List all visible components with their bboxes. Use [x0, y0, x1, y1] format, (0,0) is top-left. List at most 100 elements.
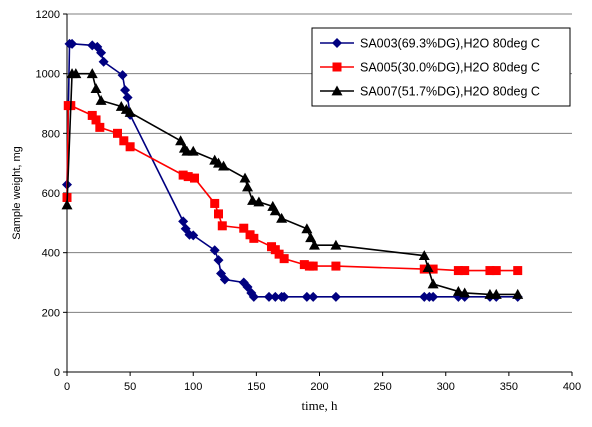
x-axis-label: time, h	[301, 398, 338, 413]
series-1-point-7	[117, 70, 128, 81]
series-2-point-30	[485, 266, 495, 276]
series-3-point-19	[253, 196, 265, 207]
y-tick-label-600: 600	[42, 188, 60, 200]
series-1-point-14	[188, 230, 199, 241]
x-tick-label-400: 400	[563, 381, 581, 393]
series-3-point-25	[308, 239, 320, 250]
series-2-point-28	[453, 266, 463, 276]
series-3-point-18	[247, 194, 259, 205]
y-tick-label-1000: 1000	[36, 69, 60, 81]
y-tick-label-800: 800	[42, 128, 60, 140]
legend-label-3: SA007(51.7%DG),H2O 80deg C	[360, 85, 540, 99]
series-3-point-28	[422, 262, 434, 272]
series-2-point-4	[91, 115, 101, 125]
series-1-point-21	[246, 287, 257, 298]
series-3-point-0	[61, 199, 73, 210]
series-3-point-21	[269, 205, 281, 216]
series-2-point-12	[210, 198, 220, 208]
series-1-point-15	[209, 245, 220, 256]
x-tick-label-250: 250	[373, 381, 391, 393]
x-tick-label-350: 350	[500, 381, 518, 393]
series-2-point-13	[214, 209, 223, 219]
y-tick-label-0: 0	[54, 367, 60, 379]
series-3-point-16	[239, 172, 251, 183]
series-3-point-33	[490, 288, 502, 299]
axis-layer: 0 200 400 600 800 1000 1200 0 50 100 150 200 250 300 3…	[36, 9, 582, 393]
series-2-line	[66, 104, 518, 272]
legend-marker-1	[332, 38, 342, 48]
x-tick-label-0: 0	[64, 381, 70, 393]
series-2-point-9	[178, 170, 188, 180]
series-1-point-2	[67, 38, 78, 49]
series-3-point-27	[418, 250, 430, 261]
series-2-point-31	[491, 266, 501, 276]
legend-label-1: SA003(69.3%DG),H2O 80deg C	[360, 37, 540, 51]
series-3-point-22	[276, 212, 288, 223]
series-1-point-26	[279, 291, 290, 302]
series-1-point-6	[98, 56, 109, 67]
series-3-point-3	[86, 68, 98, 79]
y-tick-label-400: 400	[42, 248, 60, 260]
series-1-point-23	[264, 291, 274, 302]
series-2-point-15	[239, 223, 249, 233]
series-3-point-8	[124, 106, 136, 117]
series-1-point-28	[308, 291, 319, 302]
y-tick-label-200: 200	[42, 307, 60, 319]
series-1-point-5	[96, 47, 107, 58]
series-1-point-22	[248, 291, 259, 302]
x-tick-label-150: 150	[247, 381, 265, 393]
series-1-point-18	[219, 274, 230, 285]
series-3-point-9	[175, 135, 187, 146]
series-1-point-27	[301, 291, 312, 302]
series-1-point-30	[419, 291, 430, 302]
series-1-point-16	[213, 255, 224, 266]
series-3-point-2	[70, 68, 82, 79]
legend-marker-3	[331, 85, 343, 96]
series-2-point-27	[428, 264, 438, 274]
series-2	[62, 101, 523, 276]
x-tick-label-100: 100	[184, 381, 202, 393]
series-3	[61, 68, 524, 299]
series-3-point-5	[95, 95, 107, 105]
series-3-point-12	[187, 145, 199, 156]
series-3-point-30	[452, 285, 464, 296]
series-3-point-23	[301, 223, 313, 234]
x-tick-label-300: 300	[437, 381, 455, 393]
series-3-point-34	[512, 288, 524, 299]
legend-box	[311, 27, 571, 107]
series-3-point-24	[305, 232, 317, 243]
x-tick-label-50: 50	[124, 381, 136, 393]
legend: SA003(69.3%DG),H2O 80deg C SA005(30.0%DG)…	[311, 27, 571, 107]
series-1-point-24	[270, 291, 281, 302]
series-3-point-31	[459, 287, 471, 298]
series-2-point-29	[460, 266, 470, 276]
series-2-point-11	[190, 173, 200, 183]
series-2-point-8	[125, 142, 135, 152]
series-3-point-4	[90, 83, 102, 93]
series-1-point-9	[122, 92, 133, 103]
series-2-point-22	[299, 260, 309, 270]
series-layer	[61, 38, 524, 302]
series-1-point-32	[428, 291, 439, 302]
series-2-point-21	[279, 254, 289, 264]
series-2-point-32	[513, 266, 523, 276]
series-2-point-7	[119, 136, 129, 146]
y-tick-label-1200: 1200	[36, 9, 60, 21]
series-2-point-5	[95, 122, 105, 132]
label-layer: time, h Sample weight, mg	[11, 146, 338, 413]
series-2-point-25	[331, 261, 341, 271]
series-3-point-26	[330, 239, 342, 250]
series-3-point-29	[427, 278, 439, 289]
series-3-point-15	[218, 160, 230, 171]
series-2-point-20	[274, 249, 284, 259]
x-tick-label-200: 200	[310, 381, 328, 393]
series-3-point-17	[242, 181, 254, 192]
series-2-point-10	[183, 172, 193, 182]
series-2-point-14	[217, 221, 227, 231]
y-axis-label: Sample weight, mg	[11, 146, 23, 240]
series-2-point-6	[113, 128, 122, 138]
legend-marker-2	[332, 62, 342, 72]
series-1-point-29	[330, 291, 341, 302]
